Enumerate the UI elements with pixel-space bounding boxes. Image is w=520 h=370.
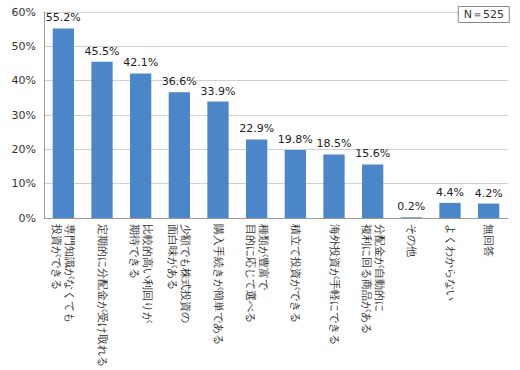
svg-text:少額でも株式投資の: 少額でも株式投資の [179,224,192,323]
svg-text:複利に回る商品がある: 複利に回る商品がある [360,224,373,334]
svg-text:種類が豊富で: 種類が豊富で [257,224,270,291]
svg-text:目的に応じて選べる: 目的に応じて選べる [244,224,257,323]
svg-text:19.8%: 19.8% [278,133,313,146]
svg-text:45.5%: 45.5% [85,45,120,58]
svg-text:40%: 40% [12,74,36,87]
svg-text:36.6%: 36.6% [162,75,197,88]
svg-text:4.2%: 4.2% [475,187,503,200]
svg-text:積立て投資ができる: 積立て投資ができる [289,224,302,323]
svg-text:60%: 60% [12,6,36,19]
svg-text:55.2%: 55.2% [46,11,81,24]
svg-text:投資ができる: 投資ができる [50,223,63,290]
svg-text:50%: 50% [12,40,36,53]
svg-text:比較的高い利回りが: 比較的高い利回りが [141,224,154,324]
svg-text:20%: 20% [12,143,36,156]
svg-text:0%: 0% [19,212,36,225]
svg-text:4.4%: 4.4% [436,186,464,199]
svg-text:期待できる: 期待できる [128,224,141,279]
svg-text:0.2%: 0.2% [397,200,425,213]
svg-text:面白味がある: 面白味がある [166,224,179,290]
svg-text:N＝525: N＝525 [464,8,504,21]
svg-text:42.1%: 42.1% [123,56,158,69]
svg-text:分配金が自動的に: 分配金が自動的に [373,224,386,312]
svg-text:定期的に分配金が受け取れる: 定期的に分配金が受け取れる [96,224,109,367]
svg-text:33.9%: 33.9% [201,85,236,98]
svg-text:よくわからない: よくわからない [444,224,457,301]
svg-text:専門知識がなくても: 専門知識がなくても [63,224,76,323]
svg-text:海外投資が手軽にできる: 海外投資が手軽にできる [328,224,341,345]
svg-text:10%: 10% [12,177,36,190]
svg-text:30%: 30% [12,109,36,122]
svg-text:その他: その他 [405,224,418,257]
svg-text:18.5%: 18.5% [317,137,352,150]
svg-text:15.6%: 15.6% [355,147,390,160]
svg-text:22.9%: 22.9% [239,122,274,135]
svg-text:無回答: 無回答 [482,224,495,257]
svg-text:購入手続きが簡単である: 購入手続きが簡単である [212,224,225,345]
